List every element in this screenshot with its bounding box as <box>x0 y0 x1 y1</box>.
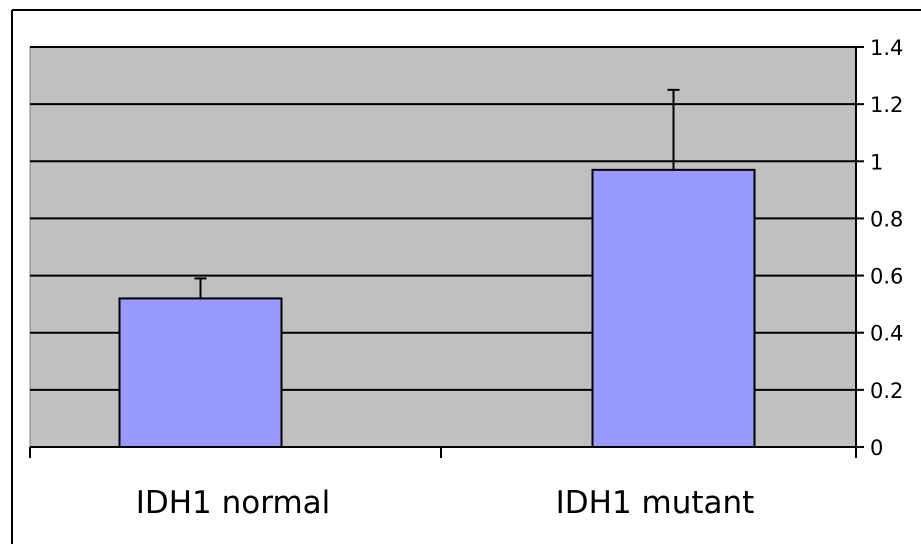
error-bars <box>194 88 680 299</box>
y-tick-label: 0.2 <box>870 379 903 403</box>
y-tick-label: 0.8 <box>870 207 903 231</box>
axes <box>29 46 864 458</box>
y-tick-label: 1.2 <box>870 93 903 117</box>
bar-0 <box>118 297 283 448</box>
y-tick-label: 0.4 <box>870 322 903 346</box>
y-tick-label: 0.6 <box>870 265 903 289</box>
chart-border <box>11 9 921 544</box>
bar-1 <box>591 168 756 448</box>
bars <box>118 168 756 448</box>
category-labels: IDH1 normal IDH1 mutant <box>136 485 755 521</box>
y-tick-label: 0 <box>870 436 883 460</box>
category-label-1: IDH1 mutant <box>556 485 755 521</box>
category-label-0: IDH1 normal <box>136 485 331 521</box>
y-tick-label: 1 <box>870 150 883 174</box>
y-tick-labels: 0 0.2 0.4 0.6 0.8 1 1.2 1.4 <box>870 36 903 460</box>
y-tick-label: 1.4 <box>870 36 903 60</box>
